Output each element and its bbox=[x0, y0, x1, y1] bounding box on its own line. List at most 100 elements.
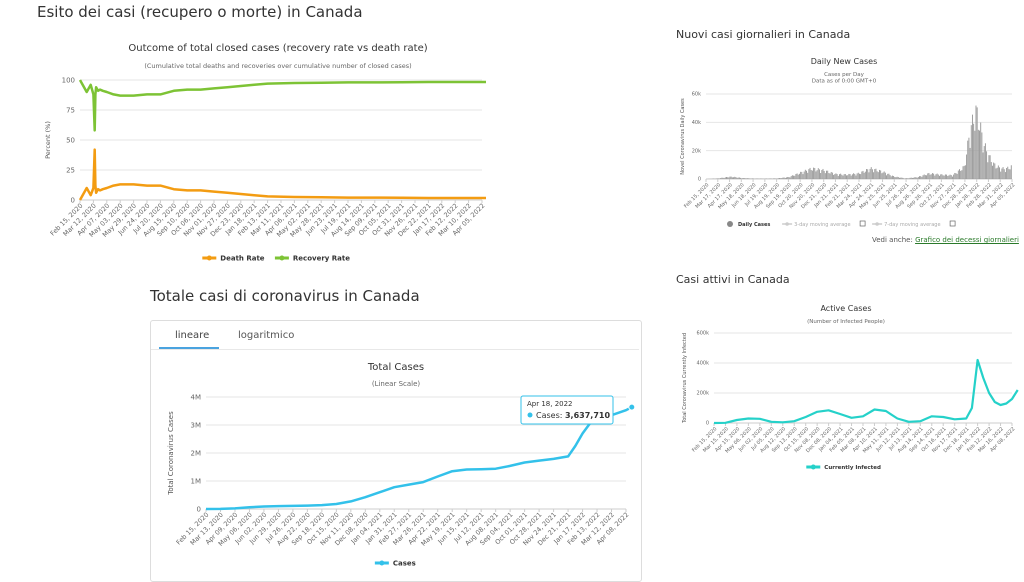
chart-title: Total Cases bbox=[367, 362, 424, 373]
daily-bar bbox=[781, 178, 782, 179]
daily-bar bbox=[837, 174, 838, 179]
daily-bar bbox=[845, 174, 846, 179]
daily-bar bbox=[1006, 168, 1007, 179]
daily-bar bbox=[994, 163, 995, 179]
daily-bar bbox=[859, 174, 860, 179]
daily-bar bbox=[900, 178, 901, 179]
daily-bar bbox=[934, 176, 935, 179]
daily-bar bbox=[874, 169, 875, 179]
active-cases-chart: Active Cases(Number of Infected People)0… bbox=[676, 298, 1021, 478]
daily-bar bbox=[794, 176, 795, 179]
daily-bar bbox=[745, 178, 746, 179]
daily-bar bbox=[965, 165, 966, 179]
legend-item-7-day-moving-average[interactable]: 7-day moving average bbox=[872, 221, 955, 228]
daily-bar bbox=[783, 178, 784, 179]
daily-bar bbox=[925, 175, 926, 179]
daily-bar bbox=[797, 173, 798, 179]
daily-bar bbox=[892, 176, 893, 179]
daily-bar bbox=[921, 177, 922, 179]
series-line-currently-infected bbox=[714, 360, 1018, 423]
daily-bar bbox=[844, 174, 845, 179]
daily-bar bbox=[778, 178, 779, 179]
daily-bar bbox=[851, 176, 852, 179]
legend-item-death-rate[interactable]: Death Rate bbox=[202, 254, 265, 262]
y-tick-label: 400k bbox=[697, 361, 710, 367]
legend-label: 3-day moving average bbox=[794, 222, 850, 228]
chart-title: Daily New Cases bbox=[811, 57, 878, 66]
daily-bar bbox=[1007, 167, 1008, 179]
daily-bar bbox=[987, 162, 988, 179]
daily-bar bbox=[854, 174, 855, 179]
daily-bar bbox=[722, 178, 723, 179]
daily-bar bbox=[901, 178, 902, 179]
daily-bar bbox=[870, 169, 871, 179]
daily-bar bbox=[752, 178, 753, 179]
daily-bar bbox=[912, 178, 913, 179]
daily-bar bbox=[1010, 169, 1011, 179]
daily-bar bbox=[937, 174, 938, 179]
daily-bar bbox=[818, 168, 819, 179]
daily-bar bbox=[946, 175, 947, 179]
daily-bar bbox=[864, 173, 865, 179]
chart-subtitle: (Cumulative total deaths and recoveries … bbox=[144, 62, 411, 70]
daily-bar bbox=[920, 176, 921, 179]
daily-bar bbox=[744, 178, 745, 179]
daily-bar bbox=[753, 178, 754, 179]
daily-bar bbox=[1008, 169, 1009, 179]
daily-bar bbox=[795, 174, 796, 179]
daily-bar bbox=[1000, 172, 1001, 179]
daily-bar bbox=[811, 170, 812, 179]
daily-bar bbox=[997, 168, 998, 179]
daily-bar bbox=[933, 174, 934, 179]
daily-bar bbox=[821, 170, 822, 179]
daily-bar bbox=[746, 178, 747, 179]
daily-bar bbox=[895, 177, 896, 179]
daily-bar bbox=[826, 171, 827, 179]
daily-bar bbox=[799, 174, 800, 179]
tab-linear[interactable]: lineare bbox=[175, 330, 209, 341]
y-tick-label: 100 bbox=[62, 76, 75, 84]
daily-bar bbox=[721, 178, 722, 179]
daily-bar bbox=[996, 168, 997, 179]
chart-subtitle: (Linear Scale) bbox=[372, 380, 421, 388]
legend-checkbox bbox=[860, 221, 865, 226]
y-axis-label: Total Coronavirus Cases bbox=[167, 411, 175, 496]
legend-item-3-day-moving-average[interactable]: 3-day moving average bbox=[782, 221, 865, 228]
daily-bar bbox=[738, 178, 739, 179]
daily-bar bbox=[913, 178, 914, 179]
daily-bar bbox=[725, 177, 726, 179]
daily-bar bbox=[832, 173, 833, 179]
daily-bar bbox=[910, 178, 911, 179]
y-tick-label: 0 bbox=[706, 421, 709, 427]
daily-bar bbox=[964, 166, 965, 179]
legend-item-cases[interactable]: Cases bbox=[375, 559, 416, 567]
daily-bar bbox=[908, 178, 909, 179]
legend-item-recovery-rate[interactable]: Recovery Rate bbox=[275, 254, 350, 262]
legend-item-daily-cases[interactable]: Daily Cases bbox=[727, 221, 770, 228]
daily-bar bbox=[945, 174, 946, 179]
daily-bar bbox=[828, 173, 829, 179]
daily-bar bbox=[974, 131, 975, 179]
daily-bar bbox=[747, 178, 748, 179]
daily-bar bbox=[853, 173, 854, 179]
daily-bar bbox=[751, 178, 752, 179]
legend-marker bbox=[379, 561, 384, 566]
tab-logarithmic[interactable]: logaritmico bbox=[238, 330, 294, 341]
daily-bar bbox=[918, 177, 919, 179]
daily-bar bbox=[985, 143, 986, 179]
daily-bar bbox=[775, 178, 776, 179]
daily-bar bbox=[831, 172, 832, 179]
daily-bar bbox=[956, 173, 957, 179]
daily-bar bbox=[893, 176, 894, 179]
daily-bar bbox=[998, 165, 999, 179]
legend-label: Daily Cases bbox=[738, 222, 770, 228]
daily-deaths-link[interactable]: Grafico dei decessi giornalieri bbox=[915, 236, 1019, 244]
legend-item-currently-infected[interactable]: Currently Infected bbox=[806, 465, 881, 471]
daily-bar bbox=[973, 124, 974, 179]
daily-bar bbox=[877, 171, 878, 179]
daily-bar bbox=[726, 177, 727, 179]
daily-bar bbox=[800, 172, 801, 179]
daily-bar bbox=[899, 178, 900, 179]
daily-bar bbox=[888, 174, 889, 179]
daily-bar bbox=[805, 170, 806, 179]
